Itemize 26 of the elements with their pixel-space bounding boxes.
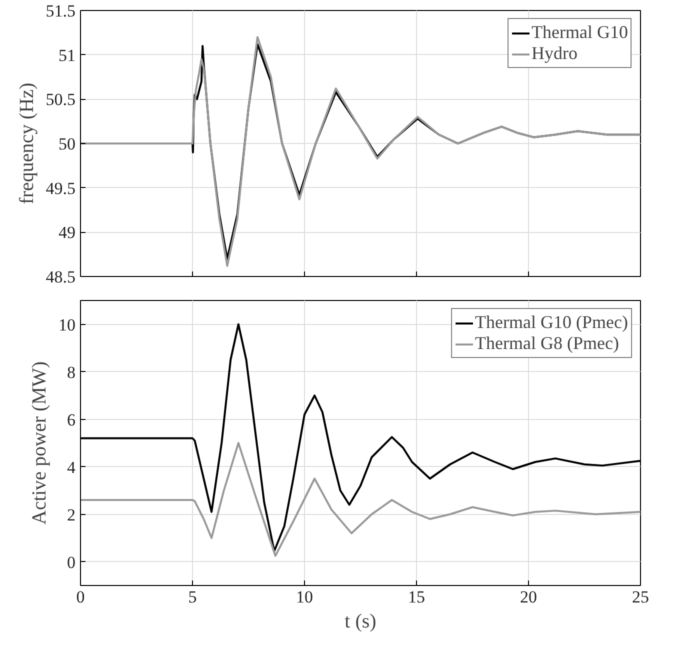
y-tick-label: 6	[67, 410, 76, 430]
legend-label: Thermal G10	[532, 22, 628, 43]
y-tick-label: 49.5	[46, 178, 76, 198]
y-tick-label: 10	[58, 315, 76, 334]
x-tick-label: 25	[632, 588, 649, 606]
legend-label: Thermal G8 (Pmec)	[475, 333, 619, 354]
y-tick-label: 2	[67, 505, 76, 524]
y-tick-label: 0	[67, 552, 76, 572]
y-tick-label: 51	[58, 46, 76, 65]
line-series	[80, 442, 640, 557]
y-tick-label: 50	[58, 134, 76, 154]
legend-label: Hydro	[532, 43, 578, 64]
legend-label: Thermal G10 (Pmec)	[475, 312, 628, 333]
y-tick-label: 48.5	[46, 268, 76, 286]
x-tick-label: 10	[296, 588, 313, 606]
y-tick-label: 49	[58, 223, 76, 242]
y-tick-label: 51.5	[46, 2, 76, 20]
y-tick-label: 8	[67, 362, 76, 382]
x-tick-label: 5	[188, 588, 197, 606]
x-tick-label: 20	[520, 588, 537, 606]
y-axis-title: frequency (Hz)	[16, 82, 38, 204]
x-axis-title: t (s)	[344, 610, 376, 632]
y-axis-title: Active power (MW)	[28, 361, 50, 525]
x-tick-label: 15	[408, 588, 425, 606]
y-tick-label: 50.5	[46, 90, 76, 110]
y-tick-label: 4	[67, 458, 76, 477]
